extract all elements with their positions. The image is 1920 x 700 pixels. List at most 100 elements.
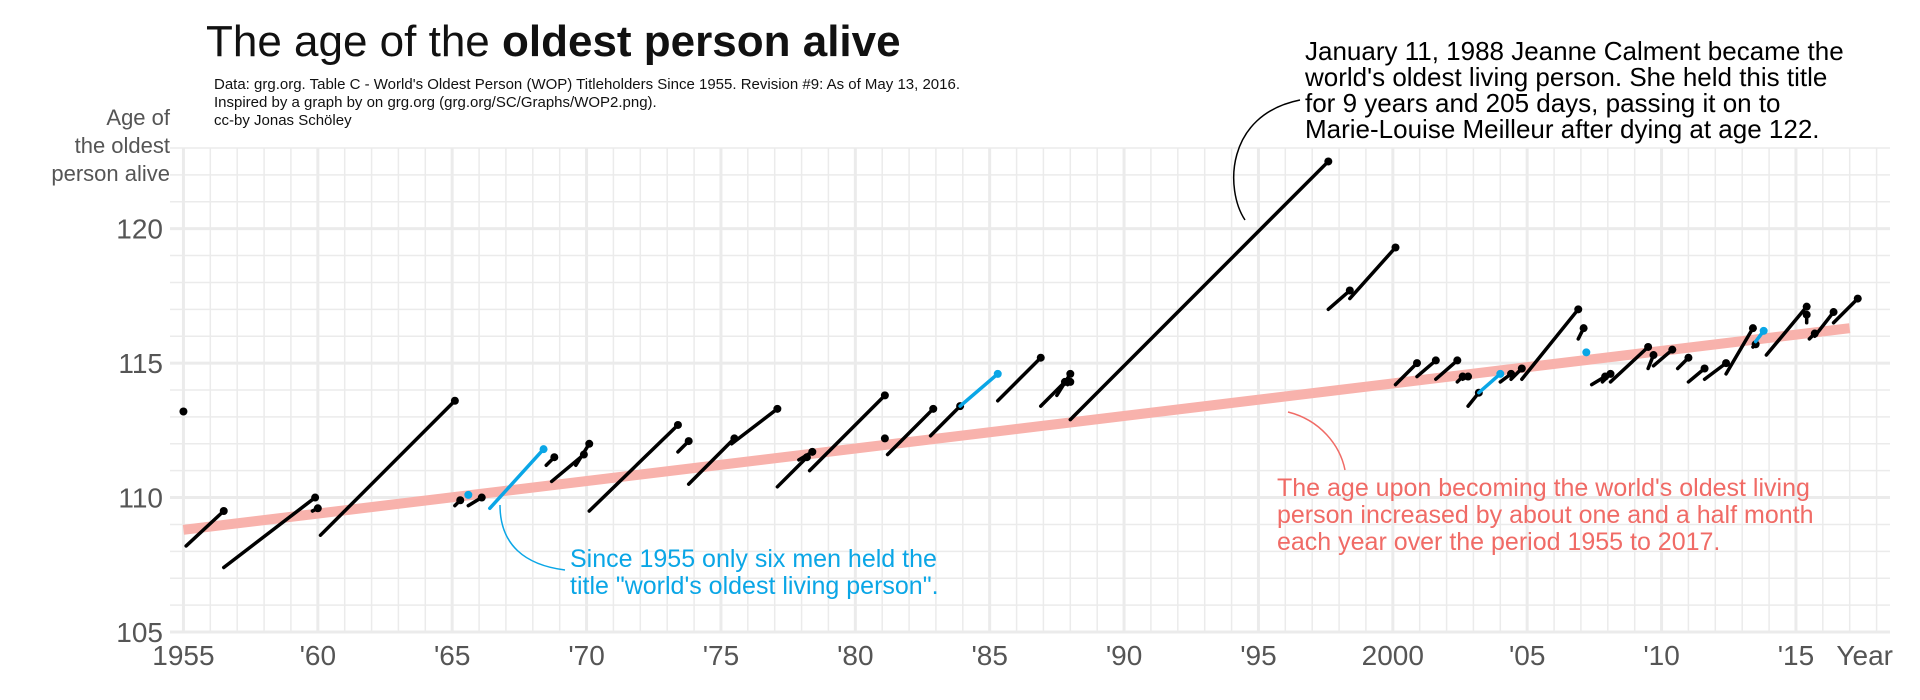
titleholder-end-point	[1066, 369, 1075, 378]
annotation-line: for 9 years and 205 days, passing it on …	[1305, 88, 1781, 118]
titleholder-segment	[222, 495, 317, 570]
x-tick-label: '70	[568, 640, 605, 671]
series-men	[464, 326, 1768, 511]
x-tick-label: '05	[1509, 640, 1546, 671]
titleholder-segment	[1477, 372, 1503, 395]
titleholder-segment	[1651, 347, 1675, 368]
x-tick-label: '95	[1240, 640, 1277, 671]
annotation-line: title "world's oldest living person".	[570, 572, 939, 600]
titleholder-segment	[1608, 345, 1650, 384]
titleholder-segment	[318, 399, 457, 537]
annotation-line: person increased by about one and a half…	[1277, 501, 1814, 529]
titleholder-end-point	[313, 504, 322, 513]
y-axis-label-line-2: the oldest	[74, 133, 170, 158]
annotation-line: The age upon becoming the world's oldest…	[1277, 474, 1810, 502]
annotation-line: each year over the period 1955 to 2017.	[1277, 528, 1720, 556]
x-tick-label: '10	[1643, 640, 1680, 671]
annotation-2: Since 1955 only six men held the title "w…	[570, 545, 939, 600]
titleholder-end-point	[1684, 353, 1693, 362]
titleholder-segment	[1520, 307, 1580, 381]
title-bold: oldest person alive	[502, 17, 901, 66]
titleholder-end-point	[1517, 364, 1526, 373]
grid	[170, 147, 1890, 634]
titleholder-segment	[807, 393, 887, 473]
titleholder-end-point	[1700, 364, 1709, 373]
y-axis-label-line-3: person alive	[51, 161, 170, 186]
titleholder-segment	[729, 407, 780, 446]
titleholder-end-point	[477, 493, 486, 502]
titleholder-end-point	[673, 420, 682, 429]
x-axis-label: Year	[1836, 640, 1893, 671]
titleholder-segment	[1434, 358, 1460, 381]
title-regular: The age of the	[206, 17, 490, 66]
titleholder-end-point	[880, 391, 889, 400]
titleholder-segment	[1702, 361, 1728, 381]
annotation-3: The age upon becoming the world's oldest…	[1277, 474, 1814, 556]
titleholder-end-point	[219, 507, 228, 515]
titleholder-segment	[574, 442, 591, 468]
titleholder-end-point	[450, 396, 459, 405]
titleholder-end-point	[1413, 359, 1421, 368]
chart-title: The age of the oldest person alive	[206, 17, 901, 66]
y-tick-label: 120	[116, 214, 163, 245]
titleholder-segment	[587, 423, 680, 513]
titleholder-end-point	[1036, 353, 1045, 362]
titleholder-segment	[1068, 159, 1331, 422]
titleholder-end-point	[1606, 369, 1615, 378]
titleholder-segment	[1326, 288, 1352, 312]
titleholder-end-point	[1722, 359, 1731, 368]
titleholder-segment	[885, 407, 935, 457]
y-axis-label-line-1: Age of	[106, 105, 170, 130]
annotation-leader-men	[499, 504, 566, 571]
titleholder-end-point	[1453, 356, 1462, 365]
titleholder-end-point	[1431, 356, 1440, 365]
titleholder-segment	[1348, 245, 1398, 301]
titleholder-end-point	[1496, 369, 1505, 378]
x-tick-label: '85	[971, 640, 1008, 671]
annotation-line: Marie-Louise Meilleur after dying at age…	[1305, 114, 1820, 144]
titleholder-end-point	[1391, 243, 1400, 252]
titleholder-end-point	[456, 496, 465, 505]
titleholder-end-point	[1668, 345, 1677, 354]
x-tick-label: 2000	[1362, 640, 1424, 671]
x-tick-label: 1955	[152, 640, 214, 671]
titleholder-segment	[1813, 310, 1836, 338]
subtitle-line-3: cc-by Jonas Schöley	[214, 112, 352, 129]
titleholder-segment	[1764, 304, 1809, 357]
titleholder-end-point	[808, 447, 817, 456]
titleholder-end-point	[1802, 310, 1811, 319]
x-tick-label: '80	[837, 640, 874, 671]
titleholder-end-point	[464, 490, 473, 499]
titleholder-end-point	[1649, 351, 1658, 360]
titleholder-segment	[1055, 372, 1073, 398]
series-women	[179, 157, 1862, 570]
x-tick-label: '15	[1778, 640, 1815, 671]
titleholder-end-point	[880, 434, 889, 443]
titleholder-end-point	[929, 404, 938, 413]
titleholder-end-point	[585, 439, 594, 448]
titleholder-segment	[1724, 326, 1755, 376]
titleholder-end-point	[1464, 372, 1473, 381]
titleholder-end-point	[1574, 305, 1583, 314]
titleholder-end-point	[1345, 286, 1354, 295]
titleholder-end-point	[1066, 377, 1075, 386]
titleholder-segment	[996, 355, 1043, 403]
titleholder-end-point	[1853, 294, 1862, 303]
x-tick-label: '90	[1106, 640, 1143, 671]
trend-line	[182, 323, 1851, 535]
annotation-leader-trend	[1287, 411, 1346, 471]
titleholder-segment	[1831, 296, 1860, 325]
x-tick-label: '60	[300, 640, 337, 671]
titleholder-segment	[1415, 358, 1438, 379]
titleholder-end-point	[1582, 348, 1591, 357]
titleholder-end-point	[1644, 342, 1653, 351]
titleholder-end-point	[684, 437, 693, 446]
titleholder-end-point	[311, 493, 320, 502]
titleholder-end-point	[993, 369, 1002, 378]
subtitle-line-1: Data: grg.org. Table C - World's Oldest …	[214, 76, 960, 93]
y-axis-label: Age of the oldest person alive	[20, 104, 170, 188]
titleholder-segment	[488, 447, 546, 511]
y-tick-label: 115	[118, 348, 163, 379]
